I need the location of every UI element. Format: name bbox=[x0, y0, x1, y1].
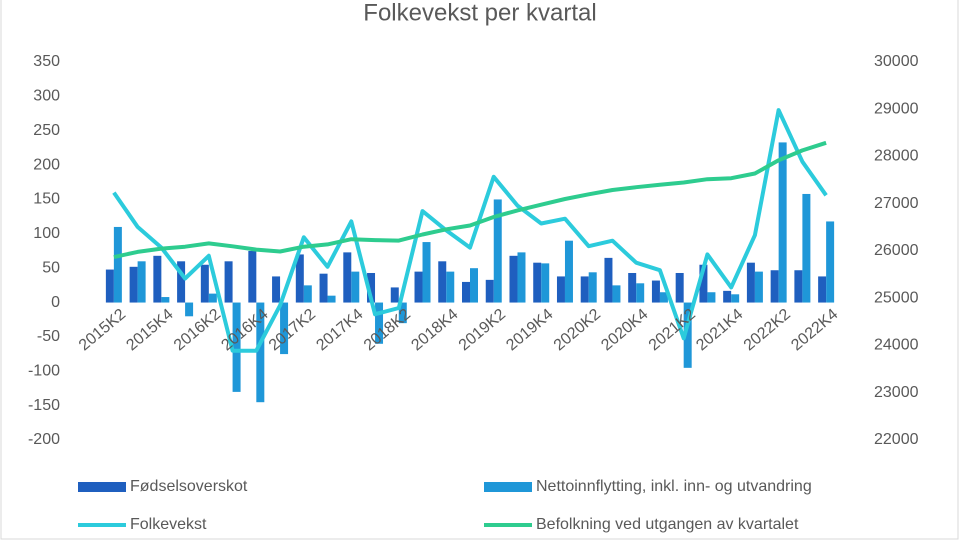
chart-title: Folkevekst per kvartal bbox=[363, 0, 596, 26]
legend-label: Fødselsoverskot bbox=[130, 478, 248, 495]
bar bbox=[390, 287, 399, 303]
bar bbox=[446, 271, 455, 303]
bar bbox=[398, 302, 407, 324]
y-tick-label: -200 bbox=[28, 431, 60, 448]
bar bbox=[367, 272, 376, 303]
y-tick-label: 350 bbox=[33, 53, 60, 70]
bar bbox=[185, 302, 194, 317]
legend-label: Nettoinnflytting, inkl. inn- og utvandri… bbox=[536, 478, 812, 495]
bar bbox=[628, 272, 637, 303]
bar bbox=[422, 242, 431, 303]
bar bbox=[754, 271, 763, 303]
bar bbox=[683, 302, 692, 368]
legend-label: Befolkning ved utgangen av kvartalet bbox=[536, 516, 799, 533]
line bbox=[112, 108, 828, 353]
bar bbox=[707, 292, 716, 303]
bar bbox=[161, 297, 170, 303]
y2-tick-label: 25000 bbox=[874, 289, 919, 306]
legend-label: Folkevekst bbox=[130, 516, 207, 533]
y-tick-label: 200 bbox=[33, 156, 60, 173]
bar bbox=[137, 261, 146, 303]
bar bbox=[153, 255, 162, 303]
bar bbox=[438, 261, 447, 303]
legend-swatch bbox=[484, 482, 532, 492]
bar bbox=[604, 257, 613, 303]
bar bbox=[224, 261, 233, 303]
bar bbox=[675, 272, 684, 303]
y2-tick-label: 22000 bbox=[874, 431, 919, 448]
bar bbox=[200, 264, 209, 303]
bar bbox=[208, 293, 217, 303]
y-tick-label: 0 bbox=[51, 294, 60, 311]
bar bbox=[248, 251, 257, 303]
bar bbox=[699, 264, 708, 303]
bar bbox=[509, 255, 518, 303]
bar bbox=[129, 266, 138, 303]
bar bbox=[794, 270, 803, 303]
y2-tick-label: 27000 bbox=[874, 195, 919, 212]
bar bbox=[541, 263, 550, 303]
bar bbox=[343, 252, 352, 303]
y2-tick-label: 24000 bbox=[874, 337, 919, 354]
bar bbox=[414, 271, 423, 303]
bar bbox=[470, 268, 478, 303]
legend-swatch bbox=[78, 482, 126, 492]
bar bbox=[351, 271, 360, 303]
bar bbox=[659, 292, 668, 303]
y-tick-label: -150 bbox=[28, 397, 60, 414]
bar bbox=[770, 270, 779, 303]
bar bbox=[113, 226, 122, 303]
bar bbox=[517, 252, 526, 303]
bar bbox=[295, 254, 304, 303]
y2-tick-label: 28000 bbox=[874, 148, 919, 165]
bar bbox=[485, 279, 494, 303]
bar bbox=[493, 199, 502, 303]
bar bbox=[651, 280, 660, 303]
bar bbox=[462, 281, 470, 303]
y-tick-label: 100 bbox=[33, 225, 60, 242]
bar bbox=[746, 262, 755, 303]
bar bbox=[564, 240, 573, 303]
bar bbox=[636, 283, 645, 303]
y2-tick-label: 30000 bbox=[874, 53, 919, 70]
bar bbox=[612, 285, 621, 303]
y-tick-label: -100 bbox=[28, 362, 60, 379]
y-tick-label: 150 bbox=[33, 191, 60, 208]
bar bbox=[778, 142, 787, 303]
y-tick-label: 250 bbox=[33, 122, 60, 139]
bar bbox=[826, 221, 835, 303]
bar bbox=[802, 193, 811, 303]
line bbox=[113, 140, 827, 260]
bar bbox=[303, 285, 312, 303]
bar bbox=[580, 276, 589, 303]
bar bbox=[232, 302, 241, 392]
bar bbox=[723, 290, 732, 303]
bar bbox=[588, 272, 597, 303]
y2-tick-label: 29000 bbox=[874, 100, 919, 117]
y-tick-label: 50 bbox=[42, 259, 60, 276]
y-tick-label: -50 bbox=[37, 328, 60, 345]
bar bbox=[818, 276, 827, 303]
bar bbox=[256, 302, 265, 403]
bar bbox=[533, 262, 542, 303]
bar bbox=[556, 276, 565, 303]
y2-tick-label: 26000 bbox=[874, 242, 919, 259]
bar bbox=[319, 273, 328, 303]
bar bbox=[105, 269, 114, 303]
bar bbox=[272, 276, 281, 303]
y2-tick-label: 23000 bbox=[874, 384, 919, 401]
bar bbox=[731, 294, 740, 303]
y-tick-label: 300 bbox=[33, 88, 60, 105]
bar bbox=[280, 302, 289, 355]
bar bbox=[177, 261, 186, 303]
bar bbox=[375, 302, 384, 344]
bar bbox=[327, 295, 336, 303]
